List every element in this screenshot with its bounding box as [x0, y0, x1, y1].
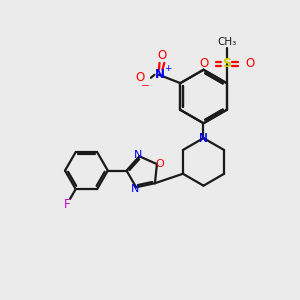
Text: +: + — [164, 64, 172, 73]
Text: O: O — [155, 159, 164, 169]
Text: N: N — [134, 150, 142, 160]
Text: O: O — [135, 71, 144, 84]
Text: S: S — [222, 57, 231, 70]
Text: N: N — [130, 184, 139, 194]
Text: O: O — [245, 57, 254, 70]
Text: N: N — [199, 132, 208, 145]
Text: N: N — [199, 132, 208, 145]
Text: N: N — [154, 68, 164, 81]
Text: F: F — [64, 198, 70, 211]
Text: CH₃: CH₃ — [217, 38, 236, 47]
Text: O: O — [157, 49, 167, 62]
Text: O: O — [199, 57, 208, 70]
Text: −: − — [141, 81, 150, 91]
